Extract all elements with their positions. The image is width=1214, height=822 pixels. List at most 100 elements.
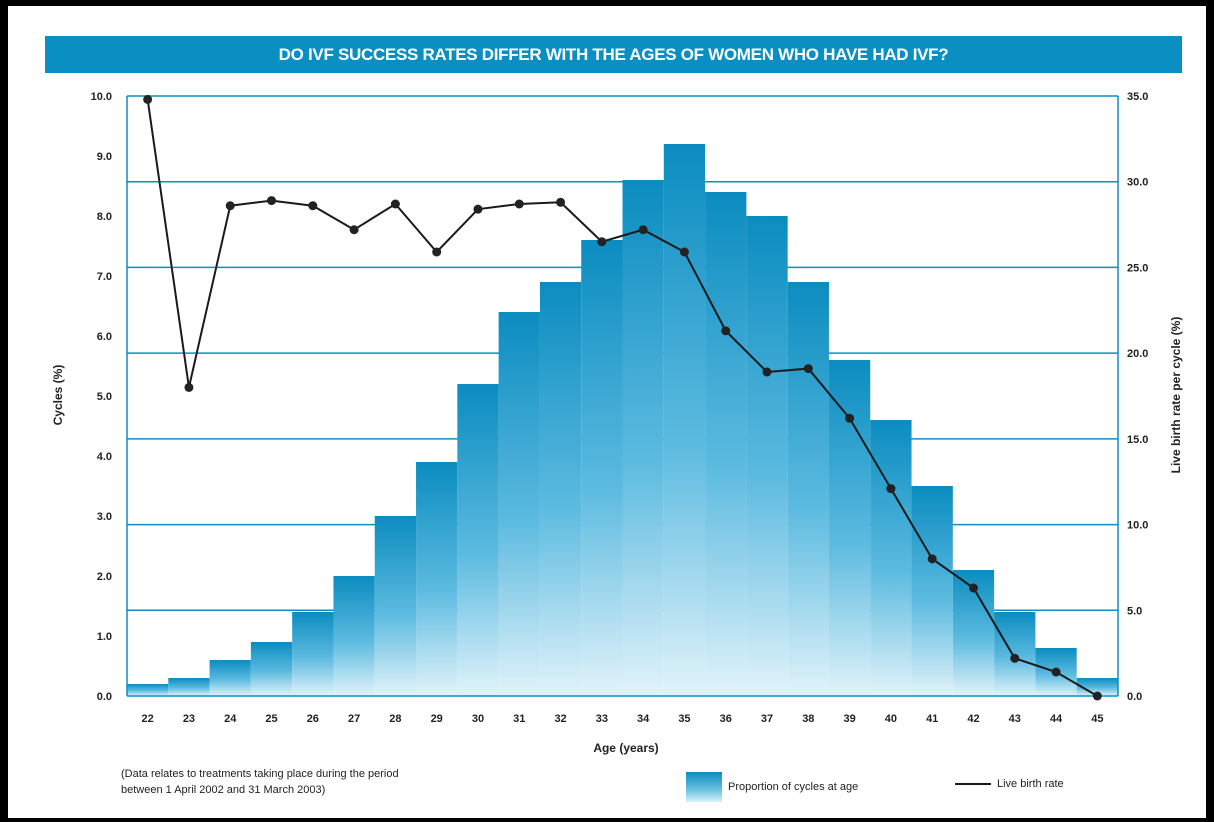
line-point-25 xyxy=(267,196,277,206)
bar-37 xyxy=(746,216,788,696)
y-tick-label: 6.0 xyxy=(97,331,112,343)
bar-36 xyxy=(705,192,747,696)
y-tick-label: 5.0 xyxy=(97,391,112,403)
chart-title: DO IVF SUCCESS RATES DIFFER WITH THE AGE… xyxy=(45,36,1182,73)
bar-29 xyxy=(416,462,458,696)
line-point-43 xyxy=(1010,653,1020,663)
bar-30 xyxy=(457,384,499,696)
x-tick-label: 34 xyxy=(637,713,650,725)
y-tick-label: 1.0 xyxy=(97,631,112,643)
y-tick-label: 7.0 xyxy=(97,271,112,283)
bar-31 xyxy=(498,312,540,696)
x-tick-label: 36 xyxy=(720,713,732,725)
line-point-39 xyxy=(845,413,855,423)
bar-33 xyxy=(581,240,623,696)
y2-tick-label: 10.0 xyxy=(1127,520,1148,532)
bar-23 xyxy=(168,678,210,696)
x-tick-label: 30 xyxy=(472,713,484,725)
x-axis-label: Age (years) xyxy=(593,741,658,755)
bar-45 xyxy=(1076,678,1118,696)
y2-tick-label: 30.0 xyxy=(1127,177,1148,189)
bar-38 xyxy=(787,282,829,696)
line-point-45 xyxy=(1092,691,1102,701)
line-point-41 xyxy=(927,554,937,564)
x-tick-label: 40 xyxy=(885,713,897,725)
bar-35 xyxy=(663,144,706,696)
x-tick-label: 29 xyxy=(431,713,443,725)
line-point-35 xyxy=(679,247,689,257)
x-tick-label: 44 xyxy=(1050,713,1063,725)
x-tick-label: 27 xyxy=(348,713,360,725)
right-axis-ticks: 0.0 5.0 10.0 15.0 20.0 25.0 30.0 35.0 xyxy=(1127,91,1148,703)
x-tick-label: 39 xyxy=(843,713,855,725)
bar-34 xyxy=(622,180,664,696)
x-tick-label: 24 xyxy=(224,713,237,725)
legend-label-bars: Proportion of cycles at age xyxy=(728,781,859,793)
bar-41 xyxy=(911,486,953,696)
x-tick-label: 28 xyxy=(389,713,401,725)
y-axis-label: Cycles (%) xyxy=(51,365,65,426)
y-tick-label: 3.0 xyxy=(97,511,112,523)
line-point-36 xyxy=(721,326,731,336)
x-tick-label: 41 xyxy=(926,713,938,725)
bar-28 xyxy=(374,516,417,696)
line-point-27 xyxy=(349,225,359,235)
x-tick-label: 42 xyxy=(967,713,979,725)
line-point-37 xyxy=(762,367,772,377)
line-point-31 xyxy=(514,199,524,209)
y-tick-label: 2.0 xyxy=(97,571,112,583)
line-point-23 xyxy=(184,382,194,392)
y-tick-label: 8.0 xyxy=(97,211,112,223)
x-tick-label: 32 xyxy=(554,713,566,725)
bar-22 xyxy=(127,684,169,696)
bar-40 xyxy=(870,420,912,696)
legend-swatch-bars xyxy=(686,772,722,802)
x-tick-label: 33 xyxy=(596,713,608,725)
live-birth-rate-line xyxy=(146,99,1098,697)
line-point-22 xyxy=(143,94,153,104)
line-point-28 xyxy=(390,199,400,209)
y2-tick-label: 25.0 xyxy=(1127,262,1148,274)
line-point-24 xyxy=(225,201,235,211)
y2-tick-label: 20.0 xyxy=(1127,348,1148,360)
line-point-38 xyxy=(803,364,813,374)
x-tick-label: 26 xyxy=(307,713,319,725)
x-tick-label: 31 xyxy=(513,713,525,725)
y2-tick-label: 35.0 xyxy=(1127,91,1148,103)
y2-tick-label: 15.0 xyxy=(1127,434,1148,446)
line-point-34 xyxy=(638,225,648,235)
line-point-26 xyxy=(308,201,318,211)
x-tick-label: 38 xyxy=(802,713,814,725)
line-point-33 xyxy=(597,237,607,247)
line-point-29 xyxy=(432,247,442,257)
plot-border xyxy=(126,95,1119,697)
bar-24 xyxy=(209,660,251,696)
y2-tick-label: 5.0 xyxy=(1127,605,1142,617)
line-point-44 xyxy=(1051,667,1061,677)
legend-item-line: Live birth rate xyxy=(955,778,1064,790)
x-axis-ticks: 22 23 24 25 26 27 28 29 30 31 32 33 34 35 36 37 38 39 40 41… xyxy=(142,713,1104,725)
x-tick-label: 22 xyxy=(142,713,154,725)
y-tick-label: 10.0 xyxy=(91,91,112,103)
line-point-30 xyxy=(473,204,483,214)
legend-item-bars: Proportion of cycles at age xyxy=(686,772,858,802)
legend-swatch-line xyxy=(955,783,991,785)
x-tick-label: 45 xyxy=(1091,713,1103,725)
y-tick-label: 4.0 xyxy=(97,451,112,463)
bar-39 xyxy=(828,360,871,696)
x-tick-label: 43 xyxy=(1009,713,1021,725)
x-tick-label: 23 xyxy=(183,713,195,725)
line-point-42 xyxy=(968,583,978,593)
x-tick-label: 35 xyxy=(678,713,690,725)
y2-tick-label: 0.0 xyxy=(1127,691,1142,703)
bar-series xyxy=(127,144,1118,696)
footnote: (Data relates to treatments taking place… xyxy=(121,768,399,796)
line-series xyxy=(143,94,1102,701)
y2-axis-label: Live birth rate per cycle (%) xyxy=(1169,317,1183,474)
x-tick-label: 25 xyxy=(265,713,277,725)
line-point-32 xyxy=(556,197,566,207)
y-tick-label: 0.0 xyxy=(97,691,112,703)
bar-25 xyxy=(250,642,293,696)
left-axis-ticks: 0.0 1.0 2.0 3.0 4.0 5.0 6.0 7.0 8.0 9.0 10.0 xyxy=(91,91,112,703)
